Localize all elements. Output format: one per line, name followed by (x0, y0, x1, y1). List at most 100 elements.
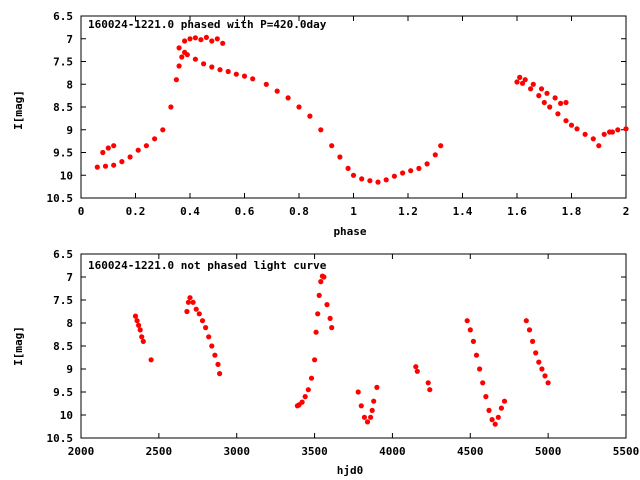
phased-y-axis-label: I[mag] (12, 90, 25, 130)
phased-data-point (359, 176, 365, 182)
phased-data-point (408, 168, 414, 174)
phased-data-points (94, 34, 629, 185)
unphased-data-point (495, 414, 501, 420)
unphased-data-point (302, 394, 308, 400)
unphased-data-point (498, 405, 504, 411)
phased-data-point (574, 126, 580, 132)
phased-data-point (179, 54, 185, 60)
phased-y-tick-label: 9.5 (53, 147, 73, 160)
phased-data-point (536, 93, 542, 99)
phased-data-point (514, 79, 520, 85)
unphased-data-point (187, 295, 193, 301)
unphased-data-point (196, 311, 202, 317)
phased-data-point (220, 40, 226, 46)
phased-data-point (563, 99, 569, 106)
unphased-data-point (501, 398, 508, 404)
phased-y-tick-label: 8.5 (53, 101, 73, 114)
unphased-y-tick-label: 8 (66, 317, 73, 330)
unphased-x-tick-label: 5500 (613, 445, 640, 458)
unphased-data-point (327, 315, 333, 321)
phased-data-point (217, 67, 223, 73)
phased-data-point (547, 104, 553, 110)
unphased-data-point (185, 299, 191, 305)
phased-data-point (541, 99, 547, 106)
phased-x-tick-label: 1.8 (562, 205, 582, 218)
phased-x-tick-label: 0 (78, 205, 85, 218)
phased-data-point (102, 163, 109, 169)
unphased-plot-title: 160024-1221.0 not phased light curve (88, 259, 327, 272)
unphased-data-point (132, 313, 139, 319)
unphased-data-point (483, 394, 489, 400)
unphased-data-point (374, 384, 380, 390)
phased-data-point (563, 118, 569, 124)
phased-plot-title: 160024-1221.0 phased with P=420.0day (88, 18, 327, 31)
phased-y-tick-label: 9 (66, 124, 73, 137)
phased-data-point (250, 76, 256, 82)
phased-data-point (263, 81, 269, 87)
phased-data-point (552, 95, 558, 101)
unphased-data-point (361, 414, 367, 420)
phased-data-point (182, 38, 188, 44)
phased-y-tick-label: 10.5 (47, 192, 74, 205)
phased-data-point (184, 52, 190, 58)
unphased-data-point (184, 308, 190, 315)
phased-data-point (214, 36, 220, 42)
unphased-data-point (368, 414, 374, 420)
unphased-data-point (212, 352, 218, 358)
unphased-data-point (190, 299, 196, 305)
unphased-data-point (217, 371, 223, 377)
phased-data-point (192, 35, 198, 41)
unphased-data-point (313, 329, 319, 335)
unphased-data-point (206, 334, 212, 340)
phased-x-axis-label: phase (333, 225, 366, 238)
phased-data-point (601, 131, 607, 137)
phased-data-point (111, 162, 117, 168)
phased-data-point (375, 179, 381, 185)
phased-data-point (367, 178, 373, 184)
phased-data-point (143, 143, 149, 149)
phased-data-point (296, 104, 302, 110)
phased-data-point (424, 161, 430, 167)
phased-data-point (337, 154, 343, 160)
unphased-x-tick-label: 5000 (535, 445, 562, 458)
unphased-data-point (193, 306, 199, 312)
phased-data-point (350, 172, 357, 178)
unphased-data-point (148, 357, 154, 363)
phased-data-point (209, 38, 215, 44)
unphased-data-point (299, 399, 305, 405)
phased-data-point (609, 129, 616, 135)
unphased-data-point (542, 373, 548, 379)
phased-data-point (160, 127, 166, 133)
unphased-data-point (364, 419, 371, 425)
unphased-data-point (526, 327, 533, 333)
phased-axes: 0 0.2 0.4 0.6 0.8 1 1.2 1.4 1.6 1.8 2 6.5 7 7.5 8 8.5 9 9… (47, 10, 630, 218)
phased-y-tick-label: 7.5 (53, 56, 73, 69)
phased-data-point (176, 63, 182, 69)
phased-data-point (555, 111, 561, 117)
unphased-y-axis-label: I[mag] (12, 326, 25, 366)
phased-x-tick-label: 0.2 (126, 205, 146, 218)
phased-data-point (187, 36, 193, 42)
phased-data-point (173, 77, 179, 83)
phased-x-tick-label: 2 (623, 205, 630, 218)
phased-data-point (519, 80, 526, 86)
unphased-data-point (427, 387, 433, 393)
phased-data-point (544, 90, 550, 96)
phased-data-point (100, 149, 106, 156)
unphased-data-point (539, 366, 545, 372)
phased-data-point (94, 164, 100, 170)
unphased-data-point (215, 361, 221, 367)
unphased-data-point (477, 366, 483, 372)
phased-y-tick-label: 6.5 (53, 10, 73, 23)
unphased-data-point (530, 338, 536, 344)
phased-data-point (201, 61, 207, 67)
phased-data-point (517, 74, 523, 80)
phased-data-point (152, 136, 158, 142)
phased-data-point (538, 86, 545, 92)
phased-data-point (209, 64, 215, 70)
phased-x-tick-label: 1.4 (453, 205, 473, 218)
unphased-axes: 2000 2500 3000 3500 4000 4500 5000 5500 6.5 7 7.5 8… (47, 248, 640, 458)
unphased-data-point (358, 403, 364, 409)
phased-data-point (198, 37, 204, 43)
